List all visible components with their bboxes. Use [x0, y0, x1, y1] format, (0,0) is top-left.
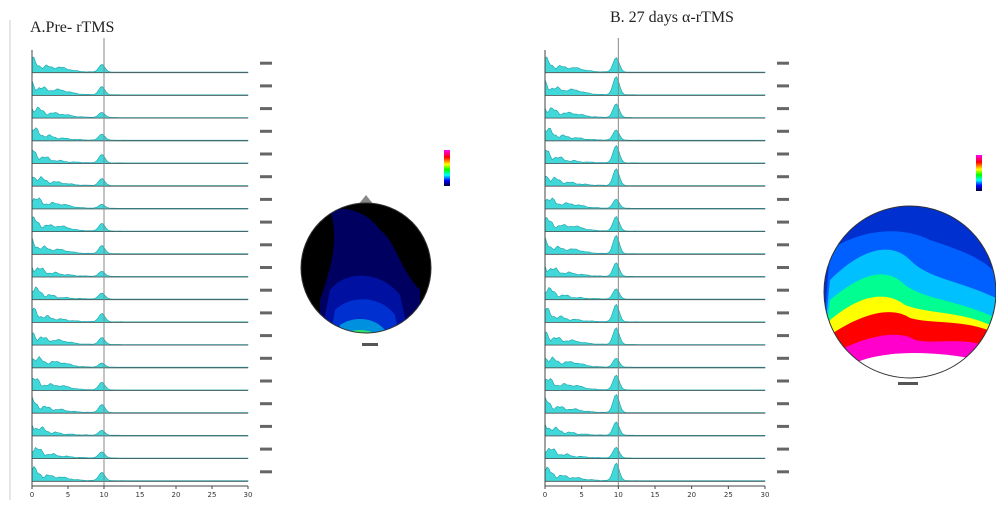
spectrum	[544, 393, 766, 414]
x-tick-label: 25	[724, 491, 733, 499]
row-value	[777, 334, 789, 338]
spectrum	[544, 446, 766, 459]
x-tick-label: 20	[172, 491, 181, 499]
row-value	[777, 129, 789, 133]
row-value	[260, 266, 272, 269]
spectrum	[544, 327, 766, 346]
spectrum	[31, 80, 249, 96]
head-map	[300, 150, 450, 346]
row-value	[777, 266, 789, 269]
row-value	[777, 61, 789, 65]
row-value	[260, 379, 272, 383]
x-tick-label: 25	[208, 491, 217, 499]
spectrum	[544, 103, 766, 119]
row-value	[777, 288, 789, 292]
x-tick-label: 0	[30, 491, 34, 499]
spectrum	[31, 355, 249, 369]
x-tick-label: 20	[687, 491, 696, 499]
x-tick-label: 10	[614, 491, 623, 499]
x-tick-label: 0	[543, 491, 547, 499]
spectrum	[544, 287, 766, 300]
spectrum	[31, 332, 249, 346]
spectrum	[544, 234, 766, 255]
spectrum	[31, 237, 249, 255]
spectrum	[31, 266, 249, 278]
spectrum	[544, 76, 766, 96]
row-value	[260, 356, 272, 360]
spectrum	[31, 127, 249, 142]
row-value	[777, 424, 789, 428]
spectrum	[544, 197, 766, 210]
spectrum	[31, 216, 249, 232]
row-value	[260, 334, 272, 338]
row-value	[777, 311, 789, 315]
x-tick-label: 30	[761, 491, 770, 499]
row-value	[260, 424, 272, 428]
row-value	[777, 447, 789, 451]
row-value	[260, 402, 272, 406]
row-value	[777, 356, 789, 360]
spectrum	[31, 465, 249, 482]
row-value	[777, 379, 789, 383]
spectrum	[544, 421, 766, 437]
row-value	[777, 107, 789, 111]
row-value	[260, 84, 272, 88]
row-value	[260, 107, 272, 111]
panel-title: A.Pre- rTMS	[30, 19, 114, 36]
row-value	[777, 175, 789, 179]
spectrum	[544, 215, 766, 232]
spectrum	[544, 168, 766, 187]
spectrum	[31, 106, 249, 119]
row-value	[260, 243, 272, 247]
row-value	[260, 61, 272, 65]
row-value	[260, 470, 272, 474]
row-value	[777, 402, 789, 406]
row-value	[777, 84, 789, 88]
x-tick-label: 10	[100, 491, 109, 499]
x-tick-label: 15	[651, 491, 660, 499]
spectrum	[544, 56, 766, 73]
spectrum	[31, 396, 249, 414]
spectrum	[31, 176, 249, 187]
spectrum	[544, 144, 766, 164]
spectrum	[544, 262, 766, 278]
row-value	[260, 197, 272, 201]
row-value	[260, 288, 272, 292]
spectrum	[544, 374, 766, 391]
panel-title: B. 27 days α-rTMS	[610, 9, 734, 26]
spectrum	[544, 462, 766, 482]
row-value	[260, 152, 272, 156]
spectrum	[31, 424, 249, 437]
row-value	[260, 220, 272, 224]
x-tick-label: 5	[66, 491, 70, 499]
row-value	[777, 470, 789, 474]
row-value	[777, 220, 789, 224]
x-tick-label: 5	[579, 491, 583, 499]
row-value	[260, 129, 272, 133]
row-value	[260, 311, 272, 315]
spectrum	[544, 127, 766, 142]
row-value	[260, 175, 272, 179]
spectrum	[31, 446, 249, 459]
row-value	[260, 447, 272, 451]
spectrum	[31, 377, 249, 391]
spectrum	[31, 149, 249, 164]
spectrum	[544, 356, 766, 369]
spectrum	[31, 56, 249, 73]
x-tick-label: 30	[244, 491, 253, 499]
row-value	[777, 152, 789, 156]
row-value	[777, 197, 789, 201]
row-value	[777, 243, 789, 247]
spectrum	[31, 307, 249, 323]
x-tick-label: 15	[136, 491, 145, 499]
spectrum	[31, 286, 249, 300]
spectrum	[544, 303, 766, 323]
spectrum	[31, 197, 249, 210]
